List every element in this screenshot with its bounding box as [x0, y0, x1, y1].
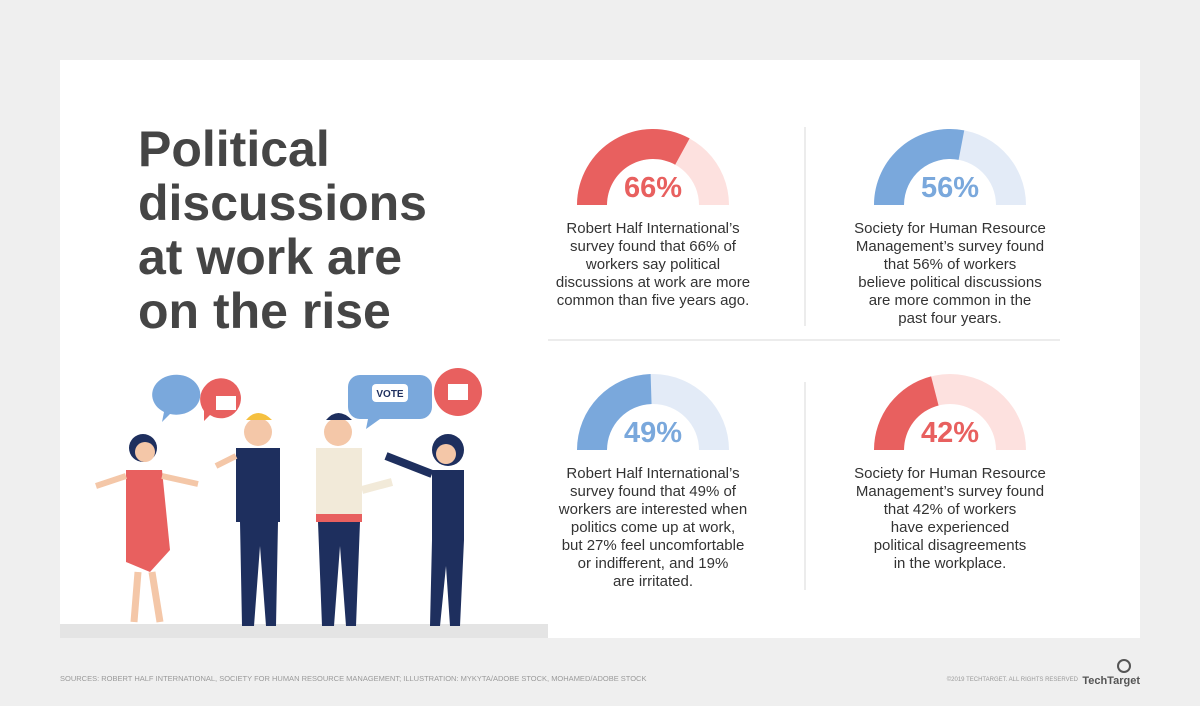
- title-line: on the rise: [138, 283, 391, 339]
- gauge-value: [577, 374, 652, 450]
- stat-value: 49%: [624, 417, 682, 449]
- title-line: at work are: [138, 229, 402, 285]
- gauge-value: [874, 376, 939, 450]
- stat-description: Society for Human Resource: [854, 220, 1046, 237]
- stat-description: in the workplace.: [894, 555, 1007, 572]
- stat-description: Management’s survey found: [856, 238, 1044, 255]
- stat-description: or indifferent, and 19%: [578, 555, 729, 572]
- stat-description: but 27% feel uncomfortable: [562, 537, 745, 554]
- gauge-value: [874, 129, 965, 205]
- stat-description: discussions at work are more: [556, 274, 750, 291]
- stat-description: survey found that 66% of: [570, 238, 737, 255]
- stat-description: are more common in the: [869, 292, 1032, 309]
- floor: [60, 624, 548, 638]
- logo-icon: [1117, 659, 1131, 673]
- stat-description: Robert Half International’s: [566, 220, 739, 237]
- stat-description: past four years.: [898, 310, 1001, 327]
- title-line: Political: [138, 121, 330, 177]
- stat-description: political disagreements: [874, 537, 1027, 554]
- stat-description: common than five years ago.: [557, 292, 750, 309]
- stat-description: believe political discussions: [858, 274, 1041, 291]
- stat-description: are irritated.: [613, 573, 693, 590]
- title-line: discussions: [138, 175, 427, 231]
- illustration: VOTE: [95, 368, 482, 626]
- stat-description: Management’s survey found: [856, 483, 1044, 500]
- stat-value: 42%: [921, 417, 979, 449]
- stat-value: 56%: [921, 172, 979, 204]
- gauge-value: [577, 128, 690, 205]
- stat-description: that 56% of workers: [884, 256, 1017, 273]
- stat-description: survey found that 49% of: [570, 483, 737, 500]
- stat-description: Robert Half International’s: [566, 465, 739, 482]
- stat-description: that 42% of workers: [884, 501, 1017, 518]
- stat-description: Society for Human Resource: [854, 465, 1046, 482]
- sources: SOURCES: ROBERT HALF INTERNATIONAL, SOCI…: [60, 674, 646, 683]
- logo: TechTarget: [1082, 675, 1140, 687]
- stat-value: 66%: [624, 172, 682, 204]
- stat-description: politics come up at work,: [571, 519, 735, 536]
- copyright: ©2019 TECHTARGET. ALL RIGHTS RESERVED: [947, 676, 1079, 683]
- stat-description: have experienced: [891, 519, 1009, 536]
- stat-description: workers are interested when: [558, 501, 747, 518]
- stat-description: workers say political: [585, 256, 720, 273]
- bubble-text: VOTE: [376, 389, 404, 400]
